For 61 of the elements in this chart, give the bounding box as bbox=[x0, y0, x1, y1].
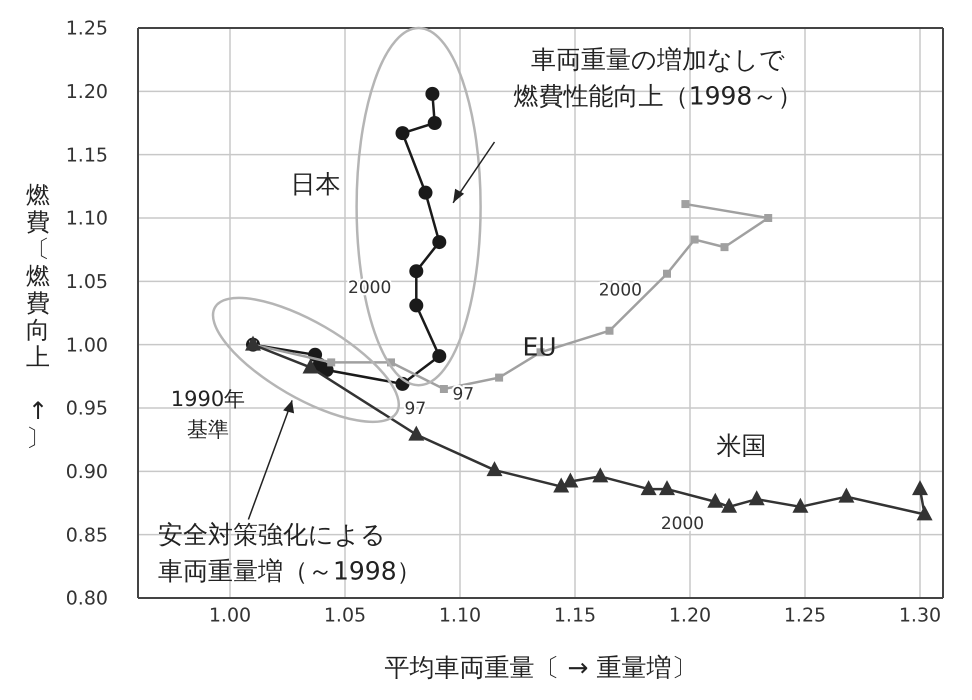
point bbox=[409, 298, 424, 312]
x-tick-label: 1.10 bbox=[438, 604, 482, 626]
y-tick-label: 1.15 bbox=[66, 144, 108, 166]
annotation: 97 bbox=[452, 384, 474, 405]
annotation: 1990年基準 bbox=[170, 387, 246, 442]
point bbox=[838, 488, 854, 503]
point bbox=[396, 126, 410, 140]
y-tick-label: 1.00 bbox=[66, 334, 108, 356]
x-tick-label: 1.30 bbox=[898, 604, 942, 626]
y-tick-label: 1.25 bbox=[66, 18, 108, 40]
point bbox=[707, 492, 724, 508]
point bbox=[748, 490, 765, 506]
y-tick-label: 0.80 bbox=[66, 588, 108, 610]
point bbox=[764, 214, 772, 222]
point bbox=[302, 358, 318, 374]
point bbox=[916, 505, 933, 520]
x-tick-label: 1.05 bbox=[324, 604, 366, 626]
point bbox=[418, 186, 432, 200]
point bbox=[912, 480, 928, 496]
point bbox=[495, 374, 504, 382]
point bbox=[690, 236, 699, 244]
x-tick-label: 1.15 bbox=[554, 604, 596, 626]
point bbox=[659, 480, 675, 496]
text: 燃費〔燃費向上 ↑〕 bbox=[26, 181, 50, 452]
x-tick-label: 1.25 bbox=[784, 604, 826, 626]
point bbox=[428, 116, 442, 130]
point bbox=[327, 358, 336, 366]
y-tick-label: 1.20 bbox=[66, 81, 108, 104]
point bbox=[553, 478, 570, 493]
annotation: 車両重量の増加なしで燃費性能向上（1998～） bbox=[514, 45, 802, 110]
point bbox=[408, 426, 424, 441]
point bbox=[606, 326, 614, 335]
point bbox=[640, 480, 657, 496]
y-tick-label: 1.10 bbox=[66, 208, 108, 230]
point bbox=[425, 86, 440, 101]
y-tick-label: 0.95 bbox=[66, 398, 108, 420]
point bbox=[792, 498, 808, 513]
y-tick-label: 0.90 bbox=[66, 461, 108, 484]
annotation: 2000 bbox=[660, 514, 704, 534]
series-label: EU bbox=[522, 332, 557, 362]
x-axis-title: 平均車両重量〔 → 重量増〕 bbox=[384, 653, 696, 682]
point bbox=[432, 235, 446, 250]
point bbox=[681, 200, 690, 208]
annotation: 2000 bbox=[598, 280, 642, 301]
point bbox=[663, 270, 671, 278]
x-tick-label: 1.00 bbox=[208, 604, 252, 626]
text: 日本 bbox=[290, 170, 340, 199]
annotation: 安全対策強化による車両重量増（～1998） bbox=[158, 520, 422, 586]
annotation: 97 bbox=[404, 398, 426, 419]
point bbox=[440, 385, 448, 393]
point bbox=[720, 243, 728, 252]
series-label: 米国 bbox=[716, 431, 767, 460]
x-tick-label: 1.20 bbox=[668, 604, 712, 626]
y-tick-label: 0.85 bbox=[66, 524, 108, 546]
point bbox=[409, 264, 424, 278]
point bbox=[592, 467, 608, 482]
point bbox=[432, 349, 446, 364]
point bbox=[721, 498, 738, 513]
annotation: 2000 bbox=[348, 278, 392, 298]
point bbox=[486, 461, 502, 476]
y-tick-label: 1.05 bbox=[66, 271, 108, 294]
